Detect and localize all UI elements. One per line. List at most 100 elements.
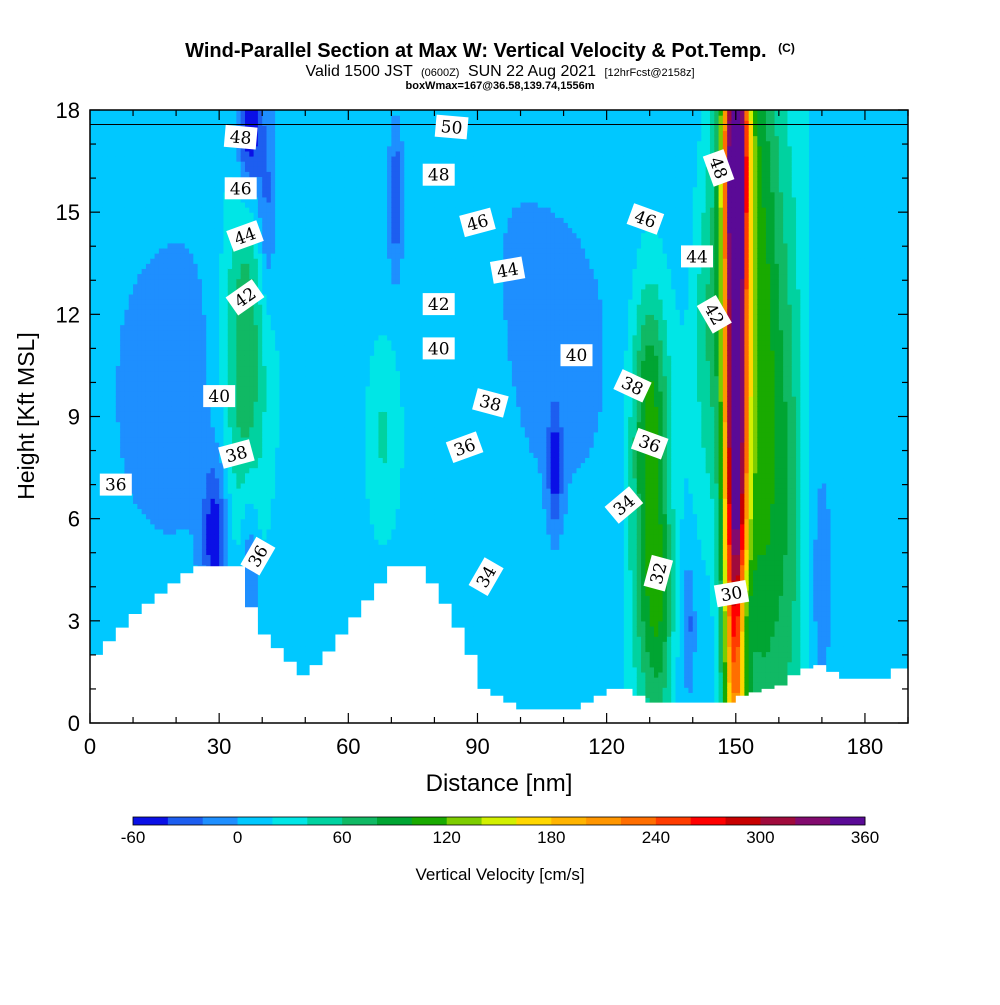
w-cell — [98, 636, 104, 642]
w-cell — [137, 155, 143, 162]
w-cell — [249, 488, 255, 494]
w-cell — [236, 513, 242, 520]
w-cell — [120, 610, 126, 617]
w-cell — [201, 544, 207, 550]
w-cell — [206, 375, 212, 382]
w-cell — [176, 247, 182, 254]
w-cell — [128, 416, 134, 423]
w-cell — [94, 503, 100, 510]
w-cell — [193, 442, 199, 448]
w-cell — [201, 513, 207, 520]
w-cell — [102, 329, 108, 336]
w-cell — [111, 462, 117, 469]
w-cell — [206, 161, 212, 167]
w-cell — [171, 212, 177, 218]
w-cell — [201, 176, 207, 183]
w-cell — [214, 324, 220, 331]
w-cell — [107, 237, 113, 244]
w-cell — [102, 176, 108, 183]
w-cell — [115, 518, 121, 525]
w-cell — [197, 518, 203, 525]
w-cell — [128, 385, 134, 392]
w-cell — [257, 416, 263, 423]
w-cell — [154, 268, 160, 275]
w-cell — [145, 513, 151, 520]
w-cell — [154, 288, 160, 295]
w-cell — [210, 350, 216, 356]
w-cell — [145, 268, 151, 275]
w-cell — [98, 610, 104, 617]
w-cell — [90, 600, 95, 607]
w-cell — [206, 212, 212, 218]
w-cell — [98, 196, 104, 203]
w-cell — [262, 166, 268, 172]
w-cell — [158, 406, 164, 412]
w-cell — [240, 258, 246, 264]
w-cell — [253, 590, 259, 596]
w-cell — [145, 477, 151, 484]
w-cell — [120, 166, 126, 172]
w-cell — [137, 528, 143, 535]
w-cell — [90, 145, 95, 152]
w-cell — [197, 166, 203, 172]
w-cell — [120, 130, 126, 137]
w-cell — [171, 181, 177, 188]
w-cell — [201, 477, 207, 484]
w-cell — [240, 166, 246, 172]
w-cell — [94, 145, 100, 152]
w-cell — [206, 166, 212, 172]
w-cell — [102, 299, 108, 305]
w-cell — [133, 579, 138, 586]
w-cell — [266, 452, 272, 458]
w-cell — [120, 339, 126, 346]
w-cell — [193, 217, 199, 223]
w-cell — [137, 232, 143, 239]
w-cell — [193, 350, 199, 356]
w-cell — [124, 554, 130, 561]
w-cell — [249, 247, 255, 254]
w-cell — [128, 396, 134, 402]
w-cell — [133, 595, 138, 601]
w-cell — [115, 600, 121, 607]
w-cell — [124, 191, 130, 198]
w-cell — [94, 426, 100, 433]
w-cell — [257, 304, 263, 310]
w-cell — [210, 115, 216, 121]
w-cell — [141, 135, 147, 142]
w-cell — [120, 590, 126, 596]
w-cell — [128, 161, 134, 167]
w-cell — [206, 350, 212, 356]
w-cell — [111, 314, 117, 321]
w-cell — [257, 350, 263, 356]
w-cell — [223, 360, 229, 367]
w-cell — [115, 431, 121, 438]
w-cell — [167, 477, 173, 484]
w-cell — [107, 375, 113, 382]
w-cell — [167, 385, 173, 392]
w-cell — [94, 493, 100, 499]
w-cell — [193, 171, 199, 178]
w-cell — [262, 447, 268, 453]
w-cell — [102, 171, 108, 178]
w-cell — [120, 115, 126, 121]
w-cell — [266, 528, 272, 535]
w-cell — [90, 380, 95, 387]
w-cell — [232, 554, 237, 561]
w-cell — [249, 242, 255, 249]
w-cell — [107, 533, 113, 540]
w-cell — [94, 401, 100, 407]
w-cell — [193, 273, 199, 280]
w-cell — [163, 498, 169, 504]
w-cell — [236, 253, 242, 259]
w-cell — [176, 355, 182, 361]
w-cell — [180, 462, 186, 469]
w-cell — [158, 120, 164, 126]
w-cell — [102, 462, 108, 469]
w-cell — [90, 482, 95, 489]
w-cell — [262, 569, 268, 576]
w-cell — [158, 196, 164, 203]
w-cell — [176, 421, 182, 428]
w-cell — [227, 171, 233, 178]
w-cell — [158, 242, 164, 249]
w-cell — [244, 150, 250, 157]
